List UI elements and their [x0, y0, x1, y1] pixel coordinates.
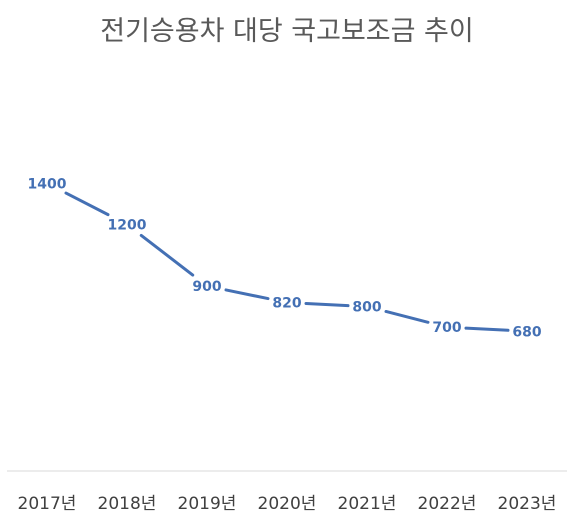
x-tick-label: 2022년	[418, 494, 477, 514]
data-label: 900	[192, 279, 221, 295]
series-line-segment	[224, 288, 270, 301]
data-label: 800	[352, 300, 381, 316]
series-line-segment	[64, 191, 110, 217]
series-line-segment	[384, 309, 430, 324]
data-label: 680	[512, 324, 541, 340]
data-label: 820	[272, 295, 301, 311]
series-line-segment	[464, 326, 510, 332]
x-tick-label: 2023년	[498, 494, 557, 514]
series-line-segment	[304, 301, 350, 308]
data-label: 1400	[28, 176, 67, 192]
series-line-segment	[139, 233, 195, 277]
x-tick-layer: 2017년 2018년 2019년 2020년 2021년 2022년 2023년	[18, 494, 557, 514]
x-tick-label: 2020년	[258, 494, 317, 514]
data-label: 700	[432, 320, 461, 336]
x-tick-label: 2021년	[338, 494, 397, 514]
x-tick-label: 2019년	[178, 494, 237, 514]
x-tick-label: 2017년	[18, 494, 77, 514]
series-layer	[64, 191, 510, 332]
chart-title: 전기승용차 대당 국고보조금 추이	[100, 16, 474, 47]
data-label: 1200	[108, 217, 147, 233]
x-tick-label: 2018년	[98, 494, 157, 514]
data-label-layer: 1400 1200 900 820 800 700 680	[28, 176, 542, 340]
